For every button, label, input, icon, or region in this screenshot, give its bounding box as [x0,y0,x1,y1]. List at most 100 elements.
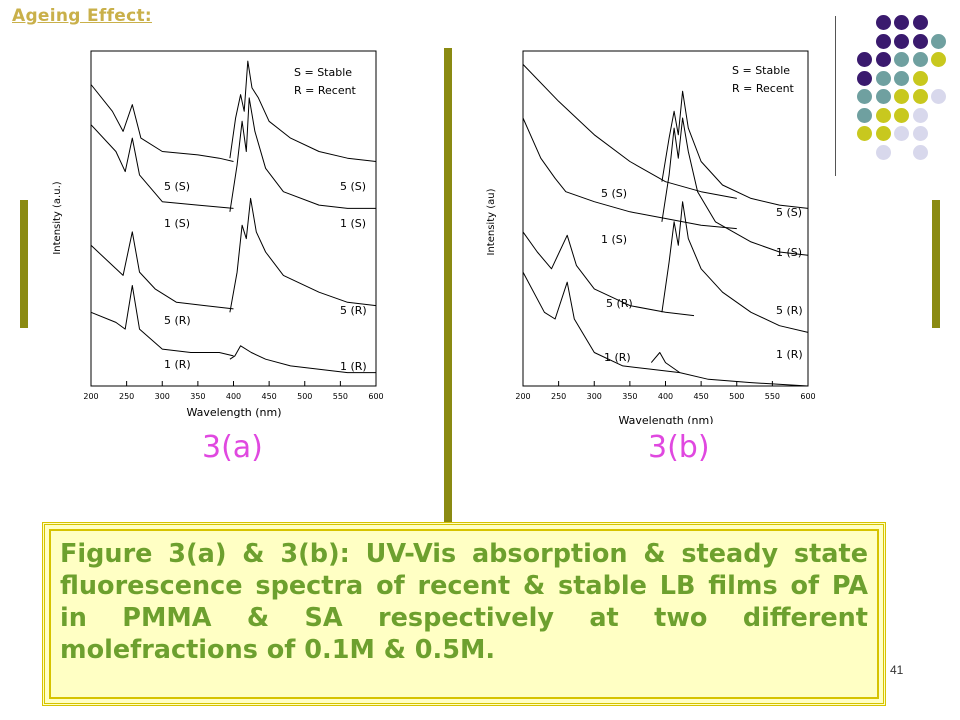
decor-dot [875,15,891,30]
x-tick-label: 500 [297,392,312,401]
decor-thin-line [835,16,836,176]
decor-dot [894,52,909,67]
left-label-1r: 1 (R) [164,358,191,371]
decor-dot [912,126,928,141]
center-divider-bar [444,48,452,526]
x-tick-label: 350 [622,392,637,401]
x-tick-label: 450 [261,392,276,401]
decor-dot [875,107,891,123]
right-label-5r: 5 (R) [340,304,367,317]
left-label-5s: 5 (S) [164,180,190,193]
x-tick-label: 350 [190,392,205,401]
decor-dot [857,70,872,86]
right-label-5s: 5 (S) [776,206,802,219]
left-label-1r: 1 (R) [604,351,631,364]
right-label-1s: 1 (S) [340,217,366,230]
decor-dot [875,126,891,141]
decor-dot [857,52,872,67]
spectra-curves [90,60,377,374]
decor-dot [931,89,946,104]
decor-dot [931,33,946,49]
right-label-5r: 5 (R) [776,304,803,317]
spectrum-absorption-curve [90,124,234,209]
decor-dot [894,126,909,141]
decor-dot [912,144,928,160]
legend-recent: R = Recent [294,84,357,97]
chart-a: 200 250 300 350 400 450 500 550 600 S = Stable R… [44,46,384,424]
spectrum-absorption-curve [522,117,737,230]
left-label-1s: 1 (S) [164,217,190,230]
decor-dot [894,70,909,86]
chart-b: 200 250 300 350 400 450 500 550 600 S = Stable R… [476,46,816,427]
legend-stable: S = Stable [294,66,352,79]
right-label-5s: 5 (S) [340,180,366,193]
spectrum-absorption-curve [90,231,234,310]
y-axis-label: Intensity (au) [486,188,497,255]
chart-b-svg: 200 250 300 350 400 450 500 550 600 S = Stable R… [486,50,816,427]
x-tick-label: 500 [729,392,744,401]
spectrum-absorption-curve [522,271,680,374]
decor-dot [875,70,891,86]
spectrum-absorption-curve [90,84,234,162]
x-tick-label: 400 [226,392,241,401]
decor-dot [894,15,909,30]
legend-stable: S = Stable [732,64,790,77]
decor-dot [875,52,891,67]
x-tick-label: 600 [368,392,383,401]
x-tick-label: 600 [800,392,815,401]
spectrum-fluorescence-curve [229,60,377,162]
decor-dot [912,70,928,86]
x-tick-label: 250 [551,392,566,401]
x-tick-label: 300 [587,392,602,401]
left-label-5r: 5 (R) [606,297,633,310]
decor-dot [912,52,928,67]
spectrum-fluorescence-curve [229,345,376,374]
decor-dot [875,89,891,104]
spectrum-fluorescence-curve [661,201,809,333]
x-tick-label: 250 [119,392,134,401]
x-axis-label: Wavelength (nm) [186,406,281,419]
y-axis-label: Intensity (a.u.) [52,181,63,254]
spectrum-absorption-curve [522,64,737,199]
decor-dot [875,33,891,49]
caption-box [42,522,886,706]
decor-dot [894,89,909,104]
x-tick-label: 550 [765,392,780,401]
decor-dot [912,33,928,49]
right-label-1s: 1 (S) [776,246,802,259]
left-label-5s: 5 (S) [601,187,627,200]
spectrum-fluorescence-curve [229,197,377,313]
page-title: Ageing Effect: [12,6,153,26]
page-number: 41 [890,663,904,677]
decor-dot [875,144,891,160]
decor-dot [894,107,909,123]
legend-recent: R = Recent [732,82,795,95]
x-tick-label: 550 [333,392,348,401]
x-ticks: 200 250 300 350 400 450 500 550 600 [515,381,816,401]
decor-dot [857,89,872,104]
x-tick-label: 200 [83,392,98,401]
spectra-curves [522,64,809,387]
left-label-1s: 1 (S) [601,233,627,246]
decor-dot [857,107,872,123]
plot-frame [90,50,377,387]
decor-dot [912,107,928,123]
right-accent-bar [932,200,940,328]
decor-dot [894,33,909,49]
decor-dot [931,52,946,67]
right-label-1r: 1 (R) [340,360,367,373]
chart-a-svg: 200 250 300 350 400 450 500 550 600 S = Stable R… [52,50,384,419]
x-tick-label: 400 [658,392,673,401]
figure-a-label: 3(a) [202,430,263,465]
spectrum-fluorescence-curve [661,90,809,209]
decor-dot [912,89,928,104]
x-tick-label: 200 [515,392,530,401]
figure-b-label: 3(b) [648,430,710,465]
decor-dot [857,126,872,141]
spectrum-absorption-curve [522,231,695,317]
x-axis-label: Wavelength (nm) [618,414,713,424]
x-tick-label: 450 [693,392,708,401]
x-tick-label: 300 [155,392,170,401]
figure-caption: Figure 3(a) & 3(b): UV-Vis absorption & … [60,539,868,665]
spectrum-absorption-curve [90,285,234,357]
